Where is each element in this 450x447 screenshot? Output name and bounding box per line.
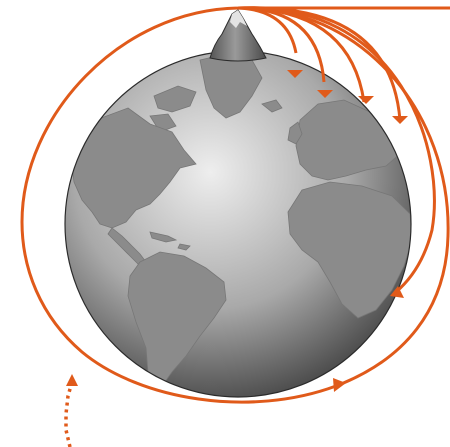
british-isles bbox=[287, 121, 303, 145]
continent-north-america bbox=[69, 107, 197, 229]
arrowhead-1 bbox=[287, 70, 303, 78]
arrowhead-long-fall bbox=[390, 286, 404, 298]
mountain-body bbox=[209, 9, 267, 62]
arrowhead-orbit bbox=[333, 378, 346, 392]
arrowhead-escape bbox=[66, 374, 78, 386]
earth-globe bbox=[64, 50, 412, 398]
continents bbox=[69, 53, 411, 393]
trajectory-escape-dotted bbox=[64, 381, 74, 447]
trajectory-long-fall bbox=[237, 6, 436, 294]
arrowheads bbox=[66, 70, 408, 392]
continent-south-america bbox=[127, 251, 227, 393]
arrowhead-2 bbox=[317, 90, 333, 98]
mountain-peak bbox=[209, 9, 267, 62]
trajectories bbox=[20, 6, 450, 447]
arrowhead-3 bbox=[358, 96, 374, 104]
mountain-snowcap bbox=[230, 10, 247, 28]
trajectory-circular-orbit bbox=[20, 6, 450, 404]
iceland bbox=[261, 99, 283, 113]
arrowhead-4 bbox=[392, 116, 408, 124]
continent-europe bbox=[295, 99, 403, 181]
caribbean-islands bbox=[149, 231, 191, 251]
continent-africa bbox=[287, 181, 411, 319]
continent-arctic-islands bbox=[149, 85, 197, 133]
